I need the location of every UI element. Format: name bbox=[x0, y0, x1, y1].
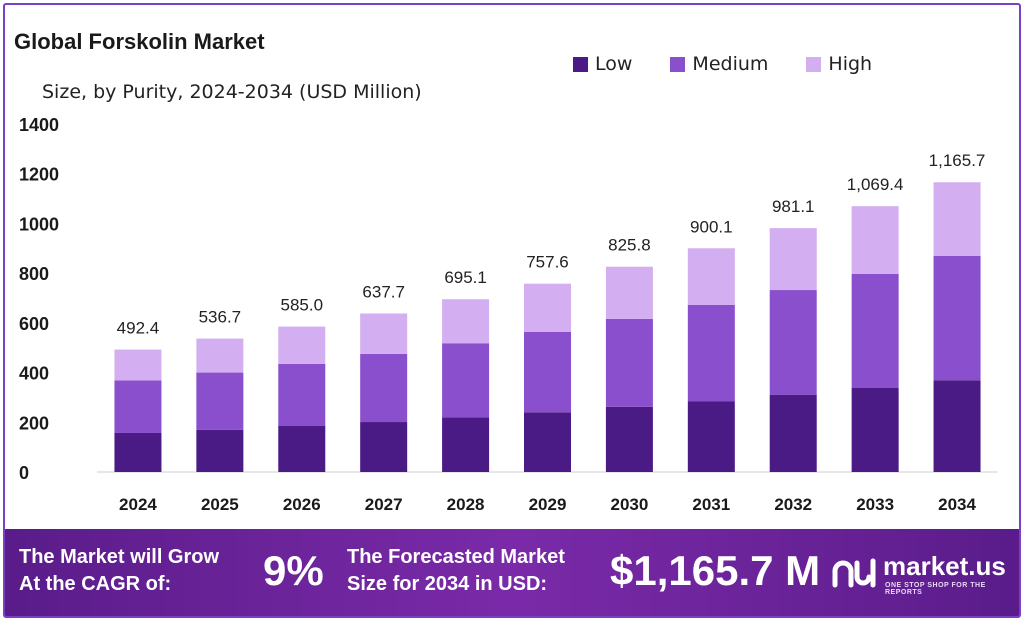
bar-total-label: 1,069.4 bbox=[847, 175, 904, 194]
y-tick-label: 1200 bbox=[19, 165, 59, 185]
y-tick-label: 1400 bbox=[19, 115, 59, 135]
bar-segment-medium bbox=[114, 380, 162, 433]
bar-segment-low bbox=[769, 394, 817, 472]
forecast-line-1: The Forecasted Market bbox=[347, 546, 565, 568]
bar-segment-high bbox=[278, 326, 326, 364]
bar-total-label: 695.1 bbox=[444, 268, 487, 287]
brand-name: market.us bbox=[883, 551, 1006, 581]
legend-swatch-low bbox=[573, 56, 588, 72]
y-tick-label: 400 bbox=[19, 364, 49, 384]
forecast-value: $1,165.7 M bbox=[610, 547, 821, 594]
bar-total-label: 536.7 bbox=[199, 308, 242, 327]
chart-title: Global Forskolin Market bbox=[14, 29, 265, 54]
bar-total-label: 585.0 bbox=[280, 296, 323, 315]
x-tick-label: 2033 bbox=[856, 495, 894, 514]
bar-segment-high bbox=[524, 283, 571, 332]
x-tick-label: 2027 bbox=[365, 495, 403, 514]
bar-segment-low bbox=[442, 417, 490, 472]
forecast-line-2: Size for 2034 in USD: bbox=[347, 573, 548, 595]
bar-segment-low bbox=[605, 406, 653, 472]
bar-segment-low bbox=[360, 422, 408, 472]
bar-segment-medium bbox=[769, 290, 817, 395]
bar-chart: 0 200 400 600 800 1000 1200 1400 492.4 2024 536.7 2… bbox=[19, 115, 998, 514]
bar-segment-medium bbox=[851, 273, 899, 388]
legend-label-high: High bbox=[828, 53, 873, 75]
x-tick-label: 2029 bbox=[529, 495, 567, 514]
footer-banner: The Market will Grow At the CAGR of: 9% … bbox=[5, 529, 1019, 616]
cagr-value: 9% bbox=[263, 547, 324, 594]
y-tick-label: 1000 bbox=[19, 214, 59, 234]
bar-total-label: 637.7 bbox=[362, 282, 405, 301]
bar-segment-high bbox=[360, 313, 408, 354]
y-tick-label: 0 bbox=[19, 463, 29, 483]
bar-total-label: 825.8 bbox=[608, 236, 651, 255]
x-tick-label: 2024 bbox=[119, 495, 157, 514]
legend-swatch-high bbox=[806, 56, 822, 72]
legend-item-medium: Medium bbox=[670, 53, 768, 75]
x-tick-label: 2026 bbox=[283, 495, 321, 514]
x-tick-label: 2028 bbox=[447, 495, 485, 514]
bar-segment-high bbox=[687, 248, 735, 305]
brand-tagline: ONE STOP SHOP FOR THE REPORTS bbox=[885, 582, 986, 596]
bar-segment-low bbox=[278, 426, 326, 472]
bar-total-label: 757.6 bbox=[526, 253, 569, 272]
chart-legend: Low Medium High bbox=[573, 53, 910, 75]
bar-total-label: 492.4 bbox=[117, 319, 160, 338]
legend-label-low: Low bbox=[595, 53, 633, 75]
bar-total-label: 900.1 bbox=[690, 217, 733, 236]
x-tick-label: 2032 bbox=[774, 495, 812, 514]
legend-item-low: Low bbox=[573, 53, 632, 75]
chart-subtitle: Size, by Purity, 2024-2034 (USD Million) bbox=[42, 81, 422, 103]
bar-segment-medium bbox=[360, 353, 408, 423]
bar-segment-low bbox=[933, 380, 981, 472]
bar-segment-medium bbox=[605, 318, 653, 407]
y-tick-label: 800 bbox=[19, 264, 49, 284]
legend-item-high: High bbox=[806, 53, 872, 75]
bar-segment-high bbox=[851, 206, 899, 274]
x-tick-label: 2031 bbox=[692, 495, 730, 514]
y-tick-label: 200 bbox=[19, 413, 49, 433]
bar-segment-low bbox=[114, 432, 162, 472]
chart-frame: Global Forskolin Market Size, by Purity,… bbox=[3, 3, 1021, 618]
bar-segment-medium bbox=[687, 304, 735, 402]
bar-total-label: 981.1 bbox=[772, 197, 815, 216]
market-us-logo-icon bbox=[832, 558, 876, 588]
x-tick-label: 2034 bbox=[938, 495, 976, 514]
bar-segment-low bbox=[687, 401, 735, 472]
cagr-line-2: At the CAGR of: bbox=[19, 573, 172, 595]
bar-total-label: 1,165.7 bbox=[929, 151, 986, 170]
bar-segment-high bbox=[114, 349, 162, 381]
legend-label-medium: Medium bbox=[692, 53, 769, 75]
cagr-line-1: The Market will Grow bbox=[19, 546, 220, 568]
bar-segment-medium bbox=[933, 255, 981, 381]
bar-segment-medium bbox=[442, 343, 490, 418]
bar-segment-low bbox=[196, 429, 244, 472]
x-tick-label: 2030 bbox=[610, 495, 648, 514]
x-tick-label: 2025 bbox=[201, 495, 239, 514]
bar-segment-high bbox=[605, 266, 653, 319]
legend-swatch-medium bbox=[670, 56, 686, 72]
bar-segment-low bbox=[524, 412, 571, 472]
bar-segment-high bbox=[933, 182, 981, 256]
bar-segment-medium bbox=[524, 331, 571, 413]
bar-segment-medium bbox=[196, 372, 244, 430]
bar-segment-high bbox=[769, 228, 817, 291]
bar-segment-medium bbox=[278, 363, 326, 427]
bar-segment-low bbox=[851, 387, 899, 472]
y-tick-label: 600 bbox=[19, 314, 49, 334]
bar-segment-high bbox=[442, 299, 490, 344]
bar-segment-high bbox=[196, 338, 244, 373]
